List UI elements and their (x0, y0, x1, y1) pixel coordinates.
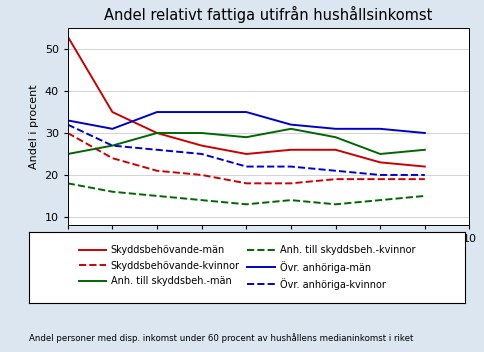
Y-axis label: Andel i procent: Andel i procent (29, 84, 39, 169)
Legend: Skyddsbehövande-män, Skyddsbehövande-kvinnor, Anh. till skyddsbeh.-män, Anh. til: Skyddsbehövande-män, Skyddsbehövande-kvi… (74, 240, 420, 295)
X-axis label: År sedan invandring: År sedan invandring (212, 250, 325, 262)
Title: Andel relativt fattiga utifrån hushållsinkomst: Andel relativt fattiga utifrån hushållsi… (105, 6, 433, 23)
Text: Andel personer med disp. inkomst under 60 procent av hushållens medianinkomst i : Andel personer med disp. inkomst under 6… (29, 333, 413, 343)
